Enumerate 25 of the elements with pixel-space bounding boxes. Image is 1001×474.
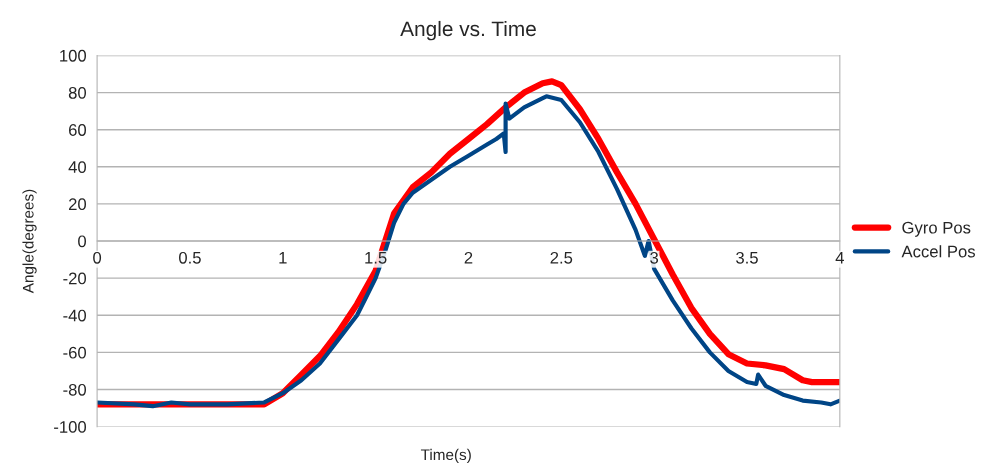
y-tick-label: 20 (68, 198, 87, 211)
x-tick-label: 1 (279, 252, 287, 264)
x-tick-label: 2.5 (550, 251, 573, 264)
y-tick-label: 0 (78, 235, 87, 248)
chart-title: Angle vs. Time (400, 20, 536, 41)
x-tick-label: 3.5 (736, 251, 758, 264)
x-tick-label: 0 (93, 251, 102, 264)
y-tick-label: -60 (63, 346, 87, 359)
y-tick-label: 80 (68, 86, 87, 99)
x-tick-label: 2 (464, 251, 473, 264)
x-tick-label: 4 (835, 252, 844, 264)
y-tick-label: 60 (68, 124, 87, 136)
x-tick-label: 1.5 (365, 252, 387, 264)
y-tick-label: -40 (63, 309, 87, 322)
legend-label: Gyro Pos (902, 221, 971, 237)
y-tick-label: -80 (63, 383, 87, 396)
y-tick-label: -20 (63, 272, 87, 285)
y-axis-title: Angle(degrees) (22, 189, 37, 294)
x-axis-title: Time(s) (420, 448, 471, 464)
y-tick-label: -100 (54, 421, 87, 433)
x-tick-label: 0.5 (179, 251, 201, 264)
y-tick-label: 40 (68, 161, 87, 173)
x-tick-label: 3 (650, 251, 659, 264)
legend-label: Accel Pos (901, 245, 976, 258)
y-tick-label: 100 (60, 49, 87, 62)
